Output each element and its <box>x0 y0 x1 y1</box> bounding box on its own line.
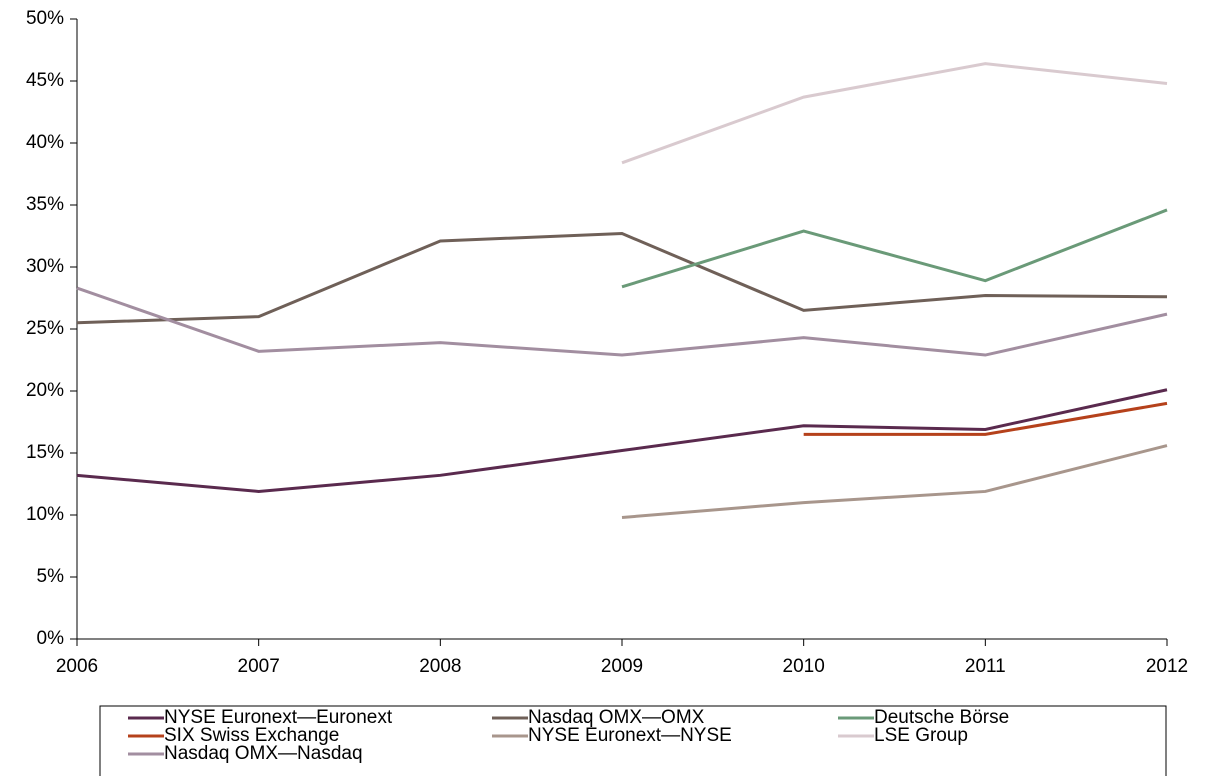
y-tick-label: 50% <box>26 8 64 29</box>
series-line <box>621 444 1168 519</box>
legend-label: NYSE Euronext—NYSE <box>528 725 732 746</box>
legend-label: Deutsche Börse <box>874 707 1009 728</box>
series-line <box>803 401 1168 436</box>
legend-label: LSE Group <box>874 725 968 746</box>
y-tick-label: 25% <box>26 318 64 339</box>
x-tick-label: 2008 <box>419 656 461 677</box>
y-tick-label: 40% <box>26 132 64 153</box>
legend-label: SIX Swiss Exchange <box>164 725 339 746</box>
y-tick-label: 20% <box>26 380 64 401</box>
series-line <box>76 388 1168 493</box>
y-tick-label: 15% <box>26 442 64 463</box>
x-tick-label: 2012 <box>1146 656 1188 677</box>
series-line <box>621 62 1168 165</box>
y-tick-label: 5% <box>37 566 65 587</box>
y-tick-label: 30% <box>26 256 64 277</box>
x-tick-label: 2007 <box>238 656 280 677</box>
x-tick-label: 2006 <box>56 656 98 677</box>
legend-label: NYSE Euronext—Euronext <box>164 707 393 728</box>
y-tick-label: 10% <box>26 504 64 525</box>
legend-label: Nasdaq OMX—Nasdaq <box>164 743 363 764</box>
x-tick-label: 2010 <box>783 656 825 677</box>
y-tick-label: 35% <box>26 194 64 215</box>
y-tick-label: 0% <box>37 628 65 649</box>
series-line <box>76 232 1168 325</box>
x-tick-label: 2011 <box>965 656 1006 677</box>
y-tick-label: 45% <box>26 70 64 91</box>
series-line <box>76 286 1168 357</box>
x-tick-label: 2009 <box>601 656 643 677</box>
legend-label: Nasdaq OMX—OMX <box>528 707 705 728</box>
series-line <box>621 208 1168 289</box>
legend-box <box>99 705 1167 776</box>
